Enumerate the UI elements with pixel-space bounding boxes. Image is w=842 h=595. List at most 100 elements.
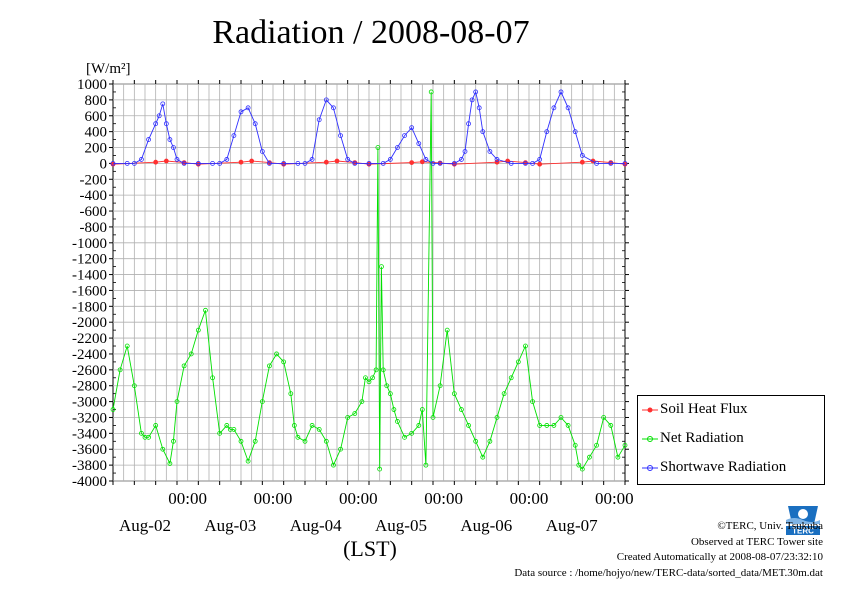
data-point <box>594 442 599 448</box>
data-point <box>384 383 390 389</box>
data-point <box>156 113 162 119</box>
data-point <box>395 145 400 150</box>
data-point <box>181 363 187 369</box>
data-point <box>530 160 535 166</box>
data-point <box>622 442 628 448</box>
data-point <box>419 159 425 165</box>
data-point <box>352 160 358 166</box>
data-point <box>163 158 169 164</box>
data-point <box>428 89 434 95</box>
data-point <box>334 158 340 164</box>
data-point <box>380 367 386 373</box>
legend-label: Shortwave Radiation <box>660 459 787 475</box>
data-point <box>238 438 244 444</box>
data-point <box>409 160 415 166</box>
y-tick-label: -3800 <box>72 458 107 474</box>
data-point <box>473 89 479 95</box>
data-point <box>480 129 486 135</box>
data-point <box>281 160 287 166</box>
data-point <box>473 438 479 444</box>
data-point <box>245 458 251 464</box>
data-point <box>487 438 493 444</box>
series-shortwave-radiation <box>110 89 628 166</box>
data-point <box>302 438 308 444</box>
data-point <box>476 105 482 111</box>
legend-marker-icon <box>642 407 658 413</box>
data-point <box>451 391 457 397</box>
data-point <box>515 359 521 365</box>
data-point <box>551 105 557 111</box>
y-tick-label: -1200 <box>72 252 107 268</box>
data-point <box>370 375 375 381</box>
data-point <box>366 379 372 385</box>
data-point <box>608 423 614 428</box>
data-point <box>110 160 116 166</box>
x-date-label: Aug-05 <box>375 516 427 535</box>
terc-logo: TERC <box>786 506 820 536</box>
y-tick-label: -1800 <box>72 299 107 315</box>
data-point <box>523 160 528 166</box>
data-point <box>379 264 384 270</box>
data-point <box>291 423 297 428</box>
data-point <box>167 137 173 142</box>
data-point <box>345 415 351 420</box>
data-point <box>423 157 429 162</box>
y-tick-label: -2400 <box>72 347 107 363</box>
data-point <box>245 105 251 111</box>
data-point <box>227 426 233 432</box>
y-tick-label: -800 <box>80 220 108 236</box>
data-point <box>217 430 223 436</box>
data-point <box>608 160 614 166</box>
x-time-label: 00:00 <box>595 489 634 508</box>
data-point <box>217 160 223 166</box>
data-point <box>508 375 514 381</box>
source-text: Data source : /home/hojyo/new/TERC-data/… <box>514 566 823 579</box>
data-point <box>402 133 407 139</box>
data-point <box>462 149 468 154</box>
data-point <box>437 383 443 389</box>
data-point <box>153 159 159 165</box>
legend-label: Soil Heat Flux <box>660 401 748 417</box>
data-point <box>124 343 130 349</box>
data-point <box>195 160 201 166</box>
data-point <box>576 462 582 468</box>
data-point <box>288 391 294 397</box>
data-point <box>224 423 230 428</box>
y-tick-label: 600 <box>85 109 108 125</box>
y-tick-label: -2600 <box>72 363 107 379</box>
data-point <box>110 407 116 412</box>
data-point <box>565 105 571 111</box>
y-tick-label: 200 <box>85 141 108 157</box>
data-point <box>469 97 475 103</box>
data-point <box>331 105 336 111</box>
data-point <box>295 160 301 166</box>
data-point <box>203 307 208 313</box>
data-point <box>274 351 279 357</box>
data-point <box>544 423 550 428</box>
data-point <box>238 159 244 165</box>
y-tick-label: -3600 <box>72 442 107 458</box>
data-point <box>131 160 137 166</box>
x-axis-label: (LST) <box>343 536 397 561</box>
legend-marker-icon <box>642 465 658 471</box>
data-point <box>238 109 244 115</box>
legend-label: Net Radiation <box>660 430 744 446</box>
data-point <box>430 160 436 166</box>
y-tick-label: -4000 <box>72 474 107 490</box>
y-tick-label: -2000 <box>72 315 107 331</box>
data-point <box>387 157 393 162</box>
data-point <box>146 137 151 142</box>
data-point <box>352 411 358 416</box>
data-point <box>551 423 557 428</box>
data-point <box>139 430 144 436</box>
legend-item-shortwave-radiation: Shortwave Radiation <box>638 458 824 478</box>
y-tick-label: -3200 <box>72 410 107 426</box>
y-tick-label: -600 <box>80 204 108 220</box>
data-point <box>316 117 322 123</box>
data-point <box>210 375 215 381</box>
data-point <box>391 407 397 412</box>
data-point <box>409 430 415 436</box>
data-point <box>259 149 265 154</box>
data-point <box>249 158 255 164</box>
y-tick-label: 1000 <box>77 77 107 93</box>
